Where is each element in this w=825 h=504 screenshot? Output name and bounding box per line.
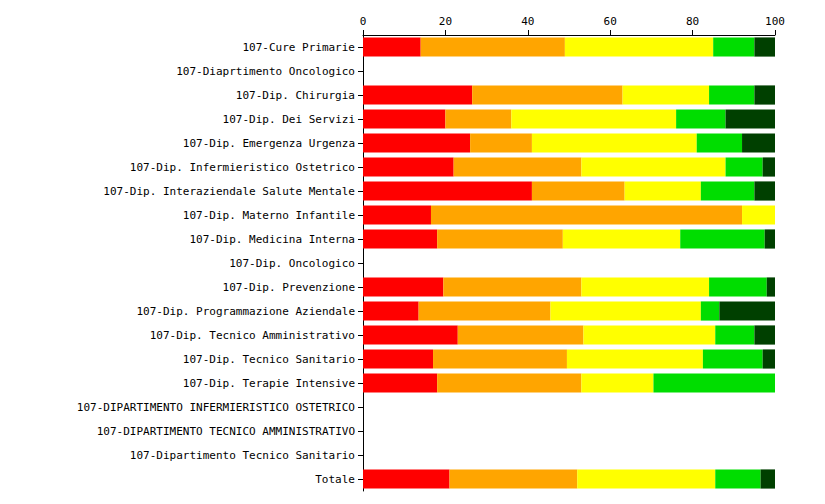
svg-text:Totale: Totale	[315, 473, 355, 486]
svg-text:0: 0	[360, 15, 367, 28]
svg-text:20: 20	[439, 15, 452, 28]
svg-text:107-Dip. Tecnico Amministrativ: 107-Dip. Tecnico Amministrativo	[150, 329, 355, 342]
svg-text:107-DIPARTIMENTO INFERMIERISTI: 107-DIPARTIMENTO INFERMIERISTICO OSTETRI…	[77, 401, 355, 414]
svg-text:107-Dip. Medicina Interna: 107-Dip. Medicina Interna	[189, 233, 355, 246]
svg-text:107-Diaprtimento Oncologico: 107-Diaprtimento Oncologico	[176, 65, 355, 78]
svg-text:107-Dipartimento Tecnico Sanit: 107-Dipartimento Tecnico Sanitario	[130, 449, 355, 462]
svg-text:107-Dip. Chirurgia: 107-Dip. Chirurgia	[236, 89, 355, 102]
svg-text:107-Dip. Interaziendale Salute: 107-Dip. Interaziendale Salute Mentale	[103, 185, 355, 198]
svg-text:107-Dip. Infermieristico Ostet: 107-Dip. Infermieristico Ostetrico	[130, 161, 355, 174]
svg-text:107-Dip. Materno Infantile: 107-Dip. Materno Infantile	[183, 209, 355, 222]
svg-text:40: 40	[521, 15, 534, 28]
svg-text:60: 60	[604, 15, 617, 28]
svg-text:107-Dip. Terapie Intensive: 107-Dip. Terapie Intensive	[183, 377, 355, 390]
svg-text:107-Cure Primarie: 107-Cure Primarie	[242, 41, 355, 54]
svg-text:107-Dip. Emergenza Urgenza: 107-Dip. Emergenza Urgenza	[183, 137, 355, 150]
svg-text:107-Dip. Oncologico: 107-Dip. Oncologico	[229, 257, 355, 270]
svg-text:107-DIPARTIMENTO TECNICO AMMIN: 107-DIPARTIMENTO TECNICO AMMINISTRATIVO	[97, 425, 355, 438]
svg-text:107-Dip. Tecnico Sanitario: 107-Dip. Tecnico Sanitario	[183, 353, 355, 366]
svg-text:107-Dip. Dei Servizi: 107-Dip. Dei Servizi	[223, 113, 355, 126]
svg-text:80: 80	[686, 15, 699, 28]
svg-text:100: 100	[765, 15, 785, 28]
svg-text:107-Dip. Programmazione Aziend: 107-Dip. Programmazione Aziendale	[136, 305, 355, 318]
svg-text:107-Dip. Prevenzione: 107-Dip. Prevenzione	[223, 281, 355, 294]
